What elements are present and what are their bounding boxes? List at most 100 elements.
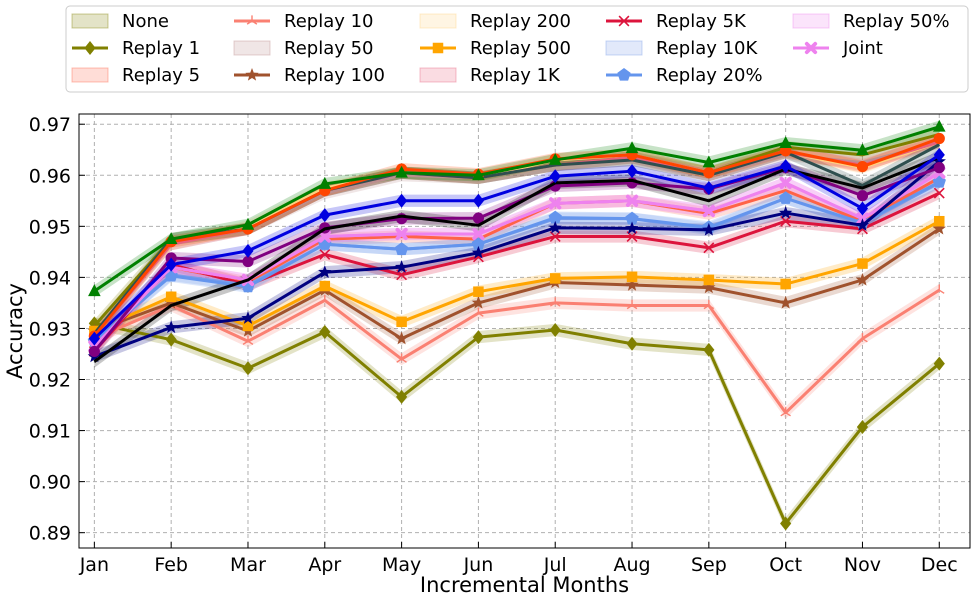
x-axis-label: Incremental Months: [420, 573, 629, 597]
x-tick-label: Jan: [79, 554, 109, 576]
point-replay-1: [856, 419, 869, 434]
line-joint: [93, 171, 941, 348]
legend-swatch-replay-10k: [605, 40, 643, 56]
point-series-20: [779, 136, 792, 149]
line-replay-10: [93, 288, 941, 415]
point-replay-1: [626, 336, 638, 351]
point-replay-20pct: [778, 191, 793, 204]
legend-label-replay-5k: Replay 5K: [656, 11, 747, 32]
series-lines: [87, 119, 946, 531]
point-replay-10: [857, 333, 868, 343]
legend-label-replay-50pct: Replay 50%: [843, 11, 950, 32]
point-replay-1: [549, 322, 561, 337]
point-series-20: [318, 176, 332, 189]
point-series-16: [241, 311, 255, 324]
point-series-19: [396, 193, 408, 208]
point-series-19: [165, 257, 177, 272]
point-replay-10: [626, 299, 638, 310]
point-replay-20pct: [394, 242, 409, 255]
y-tick-label: 0.92: [29, 370, 71, 392]
y-tick-label: 0.91: [29, 421, 71, 443]
point-replay-20pct: [548, 210, 562, 224]
point-series-20: [856, 143, 869, 156]
point-replay-1: [242, 361, 254, 376]
point-replay-20pct: [625, 211, 639, 225]
point-series-16: [625, 221, 639, 235]
x-tick-label: Dec: [921, 554, 958, 576]
point-series-17: [856, 190, 869, 202]
x-tick-label: Apr: [308, 554, 341, 576]
point-series-19: [626, 164, 638, 179]
point-replay-500: [549, 273, 561, 284]
point-series-17: [242, 255, 254, 268]
x-tick-label: Jul: [543, 554, 567, 576]
point-replay-500: [165, 291, 177, 303]
point-replay-10: [933, 284, 945, 294]
point-replay-10: [549, 297, 561, 307]
legend-marker-joint: [804, 41, 818, 55]
point-replay-1: [933, 356, 945, 371]
point-replay-500: [626, 271, 638, 283]
x-tick-label: Sep: [691, 554, 727, 576]
legend-marker-replay-5k: [618, 15, 630, 27]
point-replay-1: [319, 325, 331, 340]
point-series-19: [856, 201, 869, 216]
point-replay-100: [164, 295, 178, 309]
point-series-19: [780, 159, 792, 174]
point-joint: [702, 204, 715, 218]
point-replay-500: [319, 280, 331, 292]
point-replay-5k: [319, 248, 331, 260]
point-replay-10: [473, 307, 484, 317]
legend-label-none: None: [122, 11, 169, 32]
point-series-19: [703, 181, 715, 196]
point-series-16: [318, 265, 332, 278]
line-series-16: [93, 160, 941, 358]
legend-swatch-replay-50: [233, 40, 271, 56]
legend-label-replay-200: Replay 200: [470, 11, 571, 32]
legend-label-replay-100: Replay 100: [284, 65, 385, 86]
legend-marker-replay-500: [432, 42, 444, 54]
point-replay-5k: [933, 187, 945, 199]
y-tick-label: 0.97: [29, 114, 71, 136]
legend-label-replay-10k: Replay 10K: [656, 38, 759, 59]
point-series-16: [778, 206, 793, 219]
point-series-19: [549, 169, 561, 184]
legend-marker-replay-10: [246, 15, 258, 25]
point-replay-500: [703, 274, 715, 286]
point-joint: [549, 197, 562, 210]
point-series-20: [88, 284, 101, 297]
point-series-20: [625, 141, 639, 154]
legend: None Replay 1 Replay 5 Replay 10 Replay 50 Re…: [65, 5, 969, 93]
line-replay-1: [94, 321, 941, 525]
legend-label-joint: Joint: [842, 38, 883, 59]
y-tick-label: 0.94: [29, 267, 71, 289]
legend-swatch-none: [71, 13, 109, 29]
x-tick-label: Feb: [154, 554, 188, 576]
point-joint: [472, 227, 485, 241]
point-replay-1: [396, 389, 408, 404]
legend-label-replay-1: Replay 1: [122, 38, 200, 59]
point-replay-500: [396, 316, 407, 328]
point-replay-20pct: [471, 237, 486, 250]
legend-label-replay-5: Replay 5: [122, 65, 200, 86]
y-axis-ticks: 0.89 0.90 0.91 0.92 0.93 0.94 0.95 0.96 0.97: [29, 114, 85, 545]
band-replay-10: [94, 284, 940, 419]
point-series-20: [932, 119, 946, 132]
y-tick-label: 0.96: [29, 165, 71, 187]
y-tick-label: 0.93: [29, 318, 71, 340]
point-replay-100: [471, 295, 486, 309]
point-replay-100: [932, 221, 946, 235]
legend-swatch-replay-1k: [419, 67, 457, 83]
point-series-20: [164, 232, 178, 244]
point-series-16: [471, 245, 486, 259]
point-replay-100: [625, 278, 639, 291]
x-tick-label: Aug: [613, 554, 650, 576]
y-tick-label: 0.90: [29, 472, 71, 494]
point-replay-1: [472, 330, 485, 345]
band-replay-1: [94, 317, 940, 530]
x-tick-label: May: [382, 554, 421, 576]
x-tick-label: Mar: [230, 554, 266, 576]
point-replay-10: [242, 335, 254, 345]
legend-box: [65, 5, 969, 93]
line-series-20: [93, 125, 940, 293]
